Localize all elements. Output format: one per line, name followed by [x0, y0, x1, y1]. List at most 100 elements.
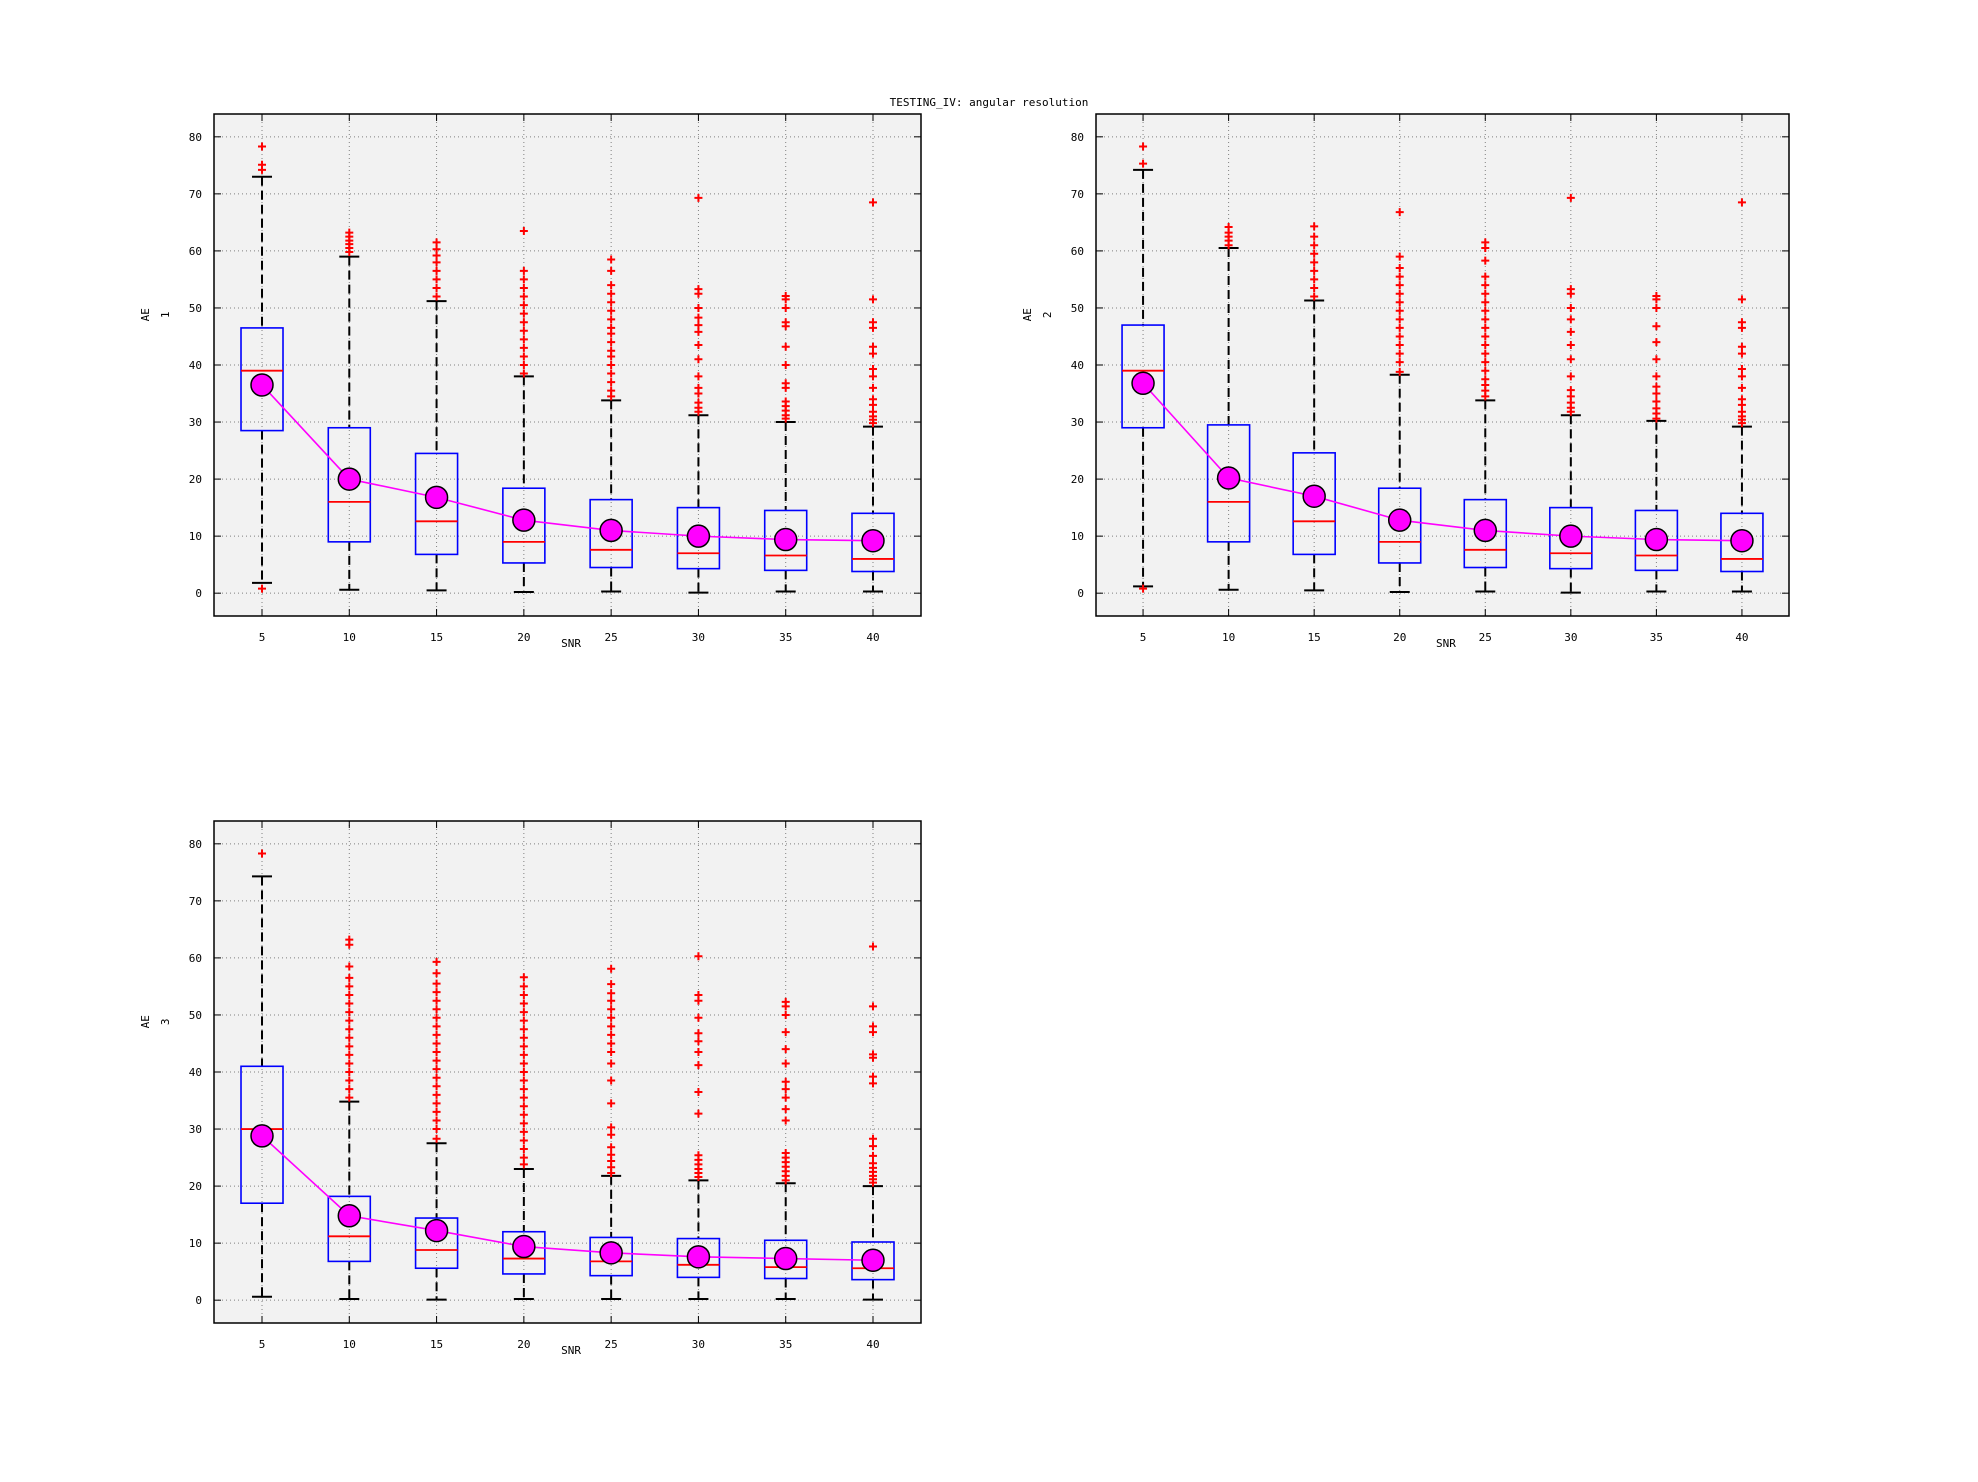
- outlier-point: [1566, 386, 1575, 395]
- outlier-point: [345, 228, 354, 237]
- y-tick-label: 30: [189, 1123, 202, 1136]
- x-tick-label: 20: [517, 1338, 530, 1351]
- outlier-point: [1395, 272, 1404, 281]
- outlier-point: [1737, 349, 1746, 358]
- outlier-point: [1737, 383, 1746, 392]
- x-tick-label: 15: [430, 1338, 443, 1351]
- outlier-point: [519, 1068, 528, 1076]
- outlier-point: [694, 355, 703, 364]
- y-tick-label: 0: [195, 1294, 202, 1307]
- outlier-point: [607, 323, 616, 332]
- outlier-point: [432, 1048, 441, 1057]
- outlier-point: [781, 1105, 790, 1114]
- x-tick-label: 5: [259, 631, 266, 644]
- mean-marker: [424, 485, 449, 510]
- outlier-point: [1737, 295, 1746, 304]
- box: [1206, 424, 1251, 543]
- outlier-point: [1395, 349, 1404, 358]
- outlier-point: [1310, 275, 1319, 284]
- outlier-point: [432, 275, 441, 284]
- y-tick-label: 50: [1071, 302, 1084, 315]
- mean-marker: [1216, 466, 1241, 490]
- outlier-point: [868, 407, 877, 416]
- outlier-point: [607, 1059, 616, 1068]
- mean-marker: [424, 1218, 449, 1243]
- outlier-point: [1395, 358, 1404, 367]
- outlier-point: [345, 990, 354, 999]
- x-tick-label: 40: [866, 1338, 879, 1351]
- outlier-point: [781, 1085, 790, 1094]
- outlier-point: [432, 238, 441, 247]
- outlier-point: [519, 1008, 528, 1017]
- x-tick-label: 20: [517, 631, 530, 644]
- x-tick-label: 40: [866, 631, 879, 644]
- outlier-point: [607, 361, 616, 369]
- plot-background: [1096, 114, 1789, 616]
- y-axis-label: AE: [1021, 308, 1034, 321]
- outlier-point: [607, 255, 616, 264]
- outlier-point: [1481, 298, 1490, 307]
- outlier-point: [1566, 355, 1575, 364]
- y-tick-label: 60: [189, 952, 202, 965]
- outlier-point: [1481, 306, 1490, 315]
- y-tick-label: 10: [189, 1237, 202, 1250]
- box: [1463, 498, 1508, 569]
- outlier-point: [432, 245, 441, 254]
- outlier-point: [519, 343, 528, 352]
- outlier-point: [607, 281, 616, 290]
- mean-marker: [1559, 524, 1583, 548]
- outlier-point: [519, 266, 528, 275]
- box: [502, 487, 546, 564]
- x-tick-label: 15: [430, 631, 443, 644]
- outlier-point: [432, 1099, 441, 1108]
- plot-background: [214, 114, 921, 616]
- outlier-point: [1395, 332, 1404, 341]
- x-tick-label: 25: [605, 1338, 618, 1351]
- outlier-point: [1652, 404, 1661, 413]
- outlier-point: [519, 369, 528, 378]
- outlier-point: [519, 990, 528, 999]
- outlier-point: [694, 303, 703, 312]
- outlier-point: [258, 142, 267, 151]
- mean-marker: [773, 1246, 798, 1271]
- outlier-point: [519, 1042, 528, 1051]
- outlier-point: [1566, 285, 1575, 294]
- outlier-point: [607, 369, 616, 378]
- outlier-point: [781, 997, 790, 1006]
- outlier-point: [519, 361, 528, 369]
- x-tick-label: 25: [605, 631, 618, 644]
- y-tick-label: 50: [189, 1009, 202, 1022]
- outlier-point: [519, 1136, 528, 1145]
- y-tick-label: 70: [189, 188, 202, 201]
- outlier-point: [258, 849, 267, 858]
- outlier-point: [1395, 264, 1404, 273]
- outlier-point: [519, 1059, 528, 1068]
- outlier-point: [1737, 372, 1746, 381]
- box: [502, 1230, 546, 1275]
- y-tick-label: 70: [1071, 188, 1084, 201]
- outlier-point: [694, 321, 703, 330]
- x-tick-label: 10: [343, 631, 356, 644]
- outlier-point: [868, 1142, 877, 1151]
- outlier-point: [1566, 315, 1575, 324]
- outlier-point: [1310, 222, 1319, 231]
- outlier-point: [607, 289, 616, 298]
- mean-marker: [686, 524, 711, 548]
- box: [414, 452, 459, 556]
- outlier-point: [1652, 338, 1661, 347]
- y-tick-label: 70: [189, 895, 202, 908]
- y-axis-label-sub: 1: [159, 311, 172, 318]
- outlier-point: [345, 999, 354, 1008]
- outlier-point: [781, 361, 790, 369]
- mean-marker: [599, 518, 623, 543]
- outlier-point: [1139, 142, 1148, 151]
- box: [851, 512, 895, 573]
- outlier-point: [1481, 358, 1490, 367]
- outlier-point: [1310, 241, 1319, 250]
- mean-marker: [250, 1124, 274, 1148]
- outlier-point: [694, 952, 703, 961]
- outlier-point: [607, 1099, 616, 1108]
- outlier-point: [519, 301, 528, 310]
- outlier-point: [432, 1090, 441, 1099]
- outlier-point: [519, 283, 528, 292]
